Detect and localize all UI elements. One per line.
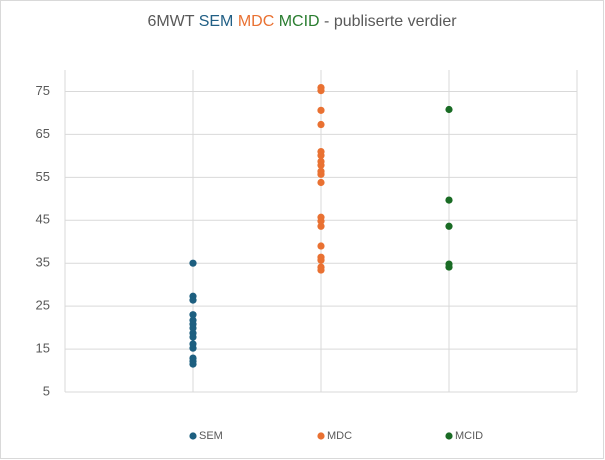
point bbox=[189, 333, 197, 341]
legend-marker bbox=[189, 432, 197, 440]
point bbox=[317, 178, 325, 187]
point bbox=[189, 360, 197, 368]
y-tick-label: 5 bbox=[43, 383, 50, 398]
point bbox=[317, 106, 325, 114]
legend-label: SEM bbox=[199, 430, 223, 442]
y-tick-label: 55 bbox=[36, 169, 50, 184]
point bbox=[189, 259, 197, 267]
point bbox=[189, 324, 197, 332]
point bbox=[317, 87, 325, 95]
title-part: - publiserte verdier bbox=[324, 13, 457, 30]
title-part: MDC bbox=[238, 13, 279, 30]
y-tick-label: 65 bbox=[36, 126, 50, 141]
y-tick-label: 75 bbox=[36, 83, 50, 98]
point bbox=[189, 296, 197, 304]
point bbox=[317, 266, 325, 274]
point bbox=[317, 256, 325, 264]
point bbox=[445, 105, 453, 114]
y-tick-label: 45 bbox=[36, 212, 50, 227]
point bbox=[317, 217, 325, 225]
title-part: SEM bbox=[199, 13, 238, 30]
point bbox=[317, 151, 325, 160]
y-tick-label: 25 bbox=[36, 298, 50, 313]
point bbox=[317, 242, 325, 250]
point bbox=[189, 344, 197, 352]
point bbox=[317, 120, 325, 129]
y-tick-label: 15 bbox=[36, 341, 50, 356]
point bbox=[445, 263, 453, 271]
legend-marker bbox=[317, 432, 325, 440]
point bbox=[317, 170, 325, 178]
y-tick-label: 35 bbox=[36, 255, 50, 270]
title-part: 6MWT bbox=[147, 13, 198, 30]
point bbox=[317, 222, 325, 230]
legend-label: MDC bbox=[327, 430, 352, 442]
point bbox=[445, 222, 453, 230]
point bbox=[445, 196, 453, 204]
point bbox=[189, 311, 197, 319]
chart-title: 6MWT SEM MDC MCID - publiserte verdier bbox=[147, 13, 457, 30]
title-part: MCID bbox=[279, 13, 324, 30]
legend-label: MCID bbox=[455, 430, 483, 442]
point bbox=[317, 161, 325, 169]
legend-marker bbox=[445, 432, 453, 440]
